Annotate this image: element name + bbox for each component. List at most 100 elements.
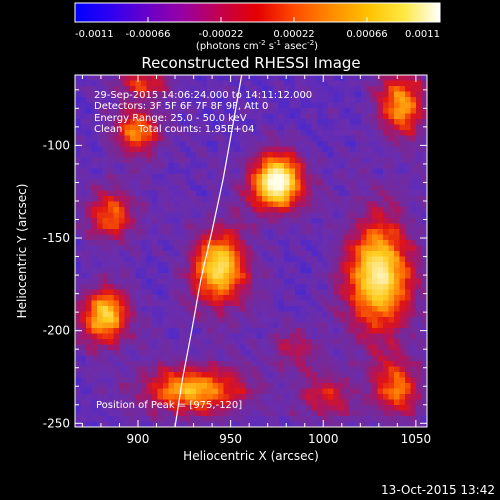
heatmap-cell (284, 377, 290, 384)
heatmap-cell (416, 405, 422, 411)
heatmap-cell (405, 135, 411, 142)
heatmap-cell (328, 108, 334, 114)
heatmap-cell (284, 185, 290, 191)
heatmap-cell (102, 405, 109, 411)
heatmap-cell (405, 383, 411, 389)
heatmap-cell (394, 333, 400, 340)
heatmap-cell (251, 339, 257, 345)
heatmap-cell (256, 284, 263, 290)
heatmap-cell (124, 212, 131, 219)
heatmap-cell (108, 86, 114, 92)
heatmap-cell (245, 256, 252, 263)
heatmap-cell (421, 91, 427, 98)
heatmap-cell (295, 405, 301, 411)
heatmap-cell (273, 97, 279, 103)
heatmap-cell (300, 207, 307, 213)
heatmap-cell (245, 146, 252, 153)
heatmap-cell (108, 97, 114, 103)
heatmap-cell (196, 141, 202, 147)
heatmap-cell (262, 295, 268, 301)
heatmap-cell (366, 240, 373, 246)
heatmap-cell (207, 317, 213, 323)
heatmap-cell (86, 306, 92, 312)
heatmap-cell (201, 119, 208, 125)
heatmap-cell (201, 86, 208, 92)
heatmap-cell (273, 284, 279, 290)
heatmap-cell (212, 97, 219, 103)
heatmap-cell (278, 97, 285, 103)
heatmap-cell (273, 372, 279, 378)
heatmap-cell (196, 240, 202, 246)
heatmap-cell (240, 229, 246, 235)
heatmap-cell (97, 306, 103, 312)
heatmap-cell (185, 405, 191, 411)
heatmap-cell (410, 218, 417, 224)
heatmap-cell (350, 372, 356, 378)
heatmap-cell (207, 185, 213, 191)
heatmap-cell (361, 405, 367, 411)
heatmap-cell (174, 399, 180, 406)
heatmap-cell (245, 278, 252, 285)
heatmap-cell (207, 223, 213, 230)
heatmap-cell (146, 416, 153, 422)
heatmap-cell (113, 366, 120, 373)
heatmap-cell (146, 146, 153, 153)
heatmap-cell (383, 196, 389, 202)
heatmap-cell (86, 141, 92, 147)
heatmap-cell (218, 113, 224, 120)
heatmap-cell (339, 185, 345, 191)
heatmap-cell (355, 317, 362, 323)
heatmap-cell (185, 97, 191, 103)
heatmap-cell (399, 163, 406, 169)
heatmap-cell (251, 196, 257, 202)
heatmap-cell (102, 190, 109, 197)
heatmap-cell (344, 333, 351, 340)
heatmap-cell (80, 344, 87, 351)
heatmap-cell (152, 405, 158, 411)
heatmap-cell (383, 174, 389, 180)
heatmap-cell (86, 124, 92, 131)
heatmap-cell (174, 113, 180, 120)
heatmap-cell (262, 218, 268, 224)
heatmap-cell (130, 350, 136, 356)
heatmap-cell (289, 322, 296, 329)
heatmap-cell (86, 344, 92, 351)
heatmap-cell (278, 212, 285, 219)
heatmap-cell (86, 196, 92, 202)
heatmap-cell (207, 124, 213, 131)
heatmap-cell (108, 168, 114, 175)
heatmap-cell (311, 361, 318, 367)
heatmap-cell (311, 399, 318, 406)
heatmap-cell (306, 289, 312, 296)
heatmap-cell (130, 333, 136, 340)
heatmap-cell (421, 317, 427, 323)
heatmap-cell (91, 284, 98, 290)
heatmap-cell (97, 174, 103, 180)
heatmap-cell (163, 405, 169, 411)
heatmap-cell (157, 97, 164, 103)
heatmap-cell (278, 157, 285, 164)
heatmap-cell (328, 190, 334, 197)
heatmap-cell (328, 157, 334, 164)
heatmap-cell (394, 97, 400, 103)
heatmap-cell (212, 146, 219, 153)
heatmap-cell (366, 366, 373, 373)
heatmap-cell (322, 163, 329, 169)
heatmap-cell (355, 295, 362, 301)
heatmap-cell (196, 190, 202, 197)
heatmap-cell (135, 284, 142, 290)
heatmap-cell (168, 245, 175, 252)
heatmap-cell (339, 113, 345, 120)
heatmap-cell (152, 157, 158, 164)
heatmap-cell (102, 130, 109, 136)
heatmap-cell (278, 289, 285, 296)
heatmap-cell (300, 141, 307, 147)
heatmap-cell (174, 218, 180, 224)
heatmap-cell (152, 355, 158, 362)
heatmap-cell (322, 410, 329, 417)
heatmap-cell (86, 240, 92, 246)
heatmap-cell (350, 97, 356, 103)
heatmap-cell (196, 405, 202, 411)
heatmap-cell (350, 223, 356, 230)
heatmap-cell (201, 405, 208, 411)
